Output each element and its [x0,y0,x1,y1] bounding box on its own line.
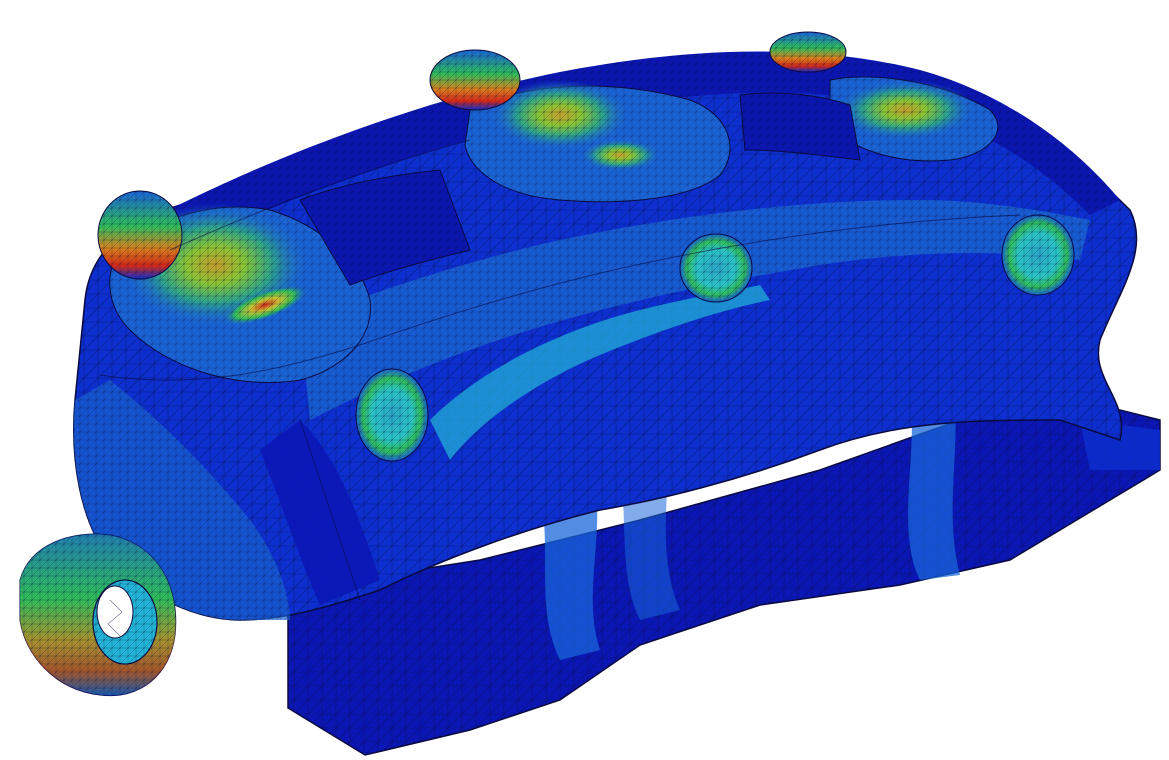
bolt-holes [355,214,1075,462]
centre-piston-housing [464,80,731,203]
pad-window [299,92,861,286]
mounting-lug [19,533,177,697]
mesh-edges [99,139,1021,601]
right-piston-housing [829,76,999,162]
guide-pins [97,31,847,280]
